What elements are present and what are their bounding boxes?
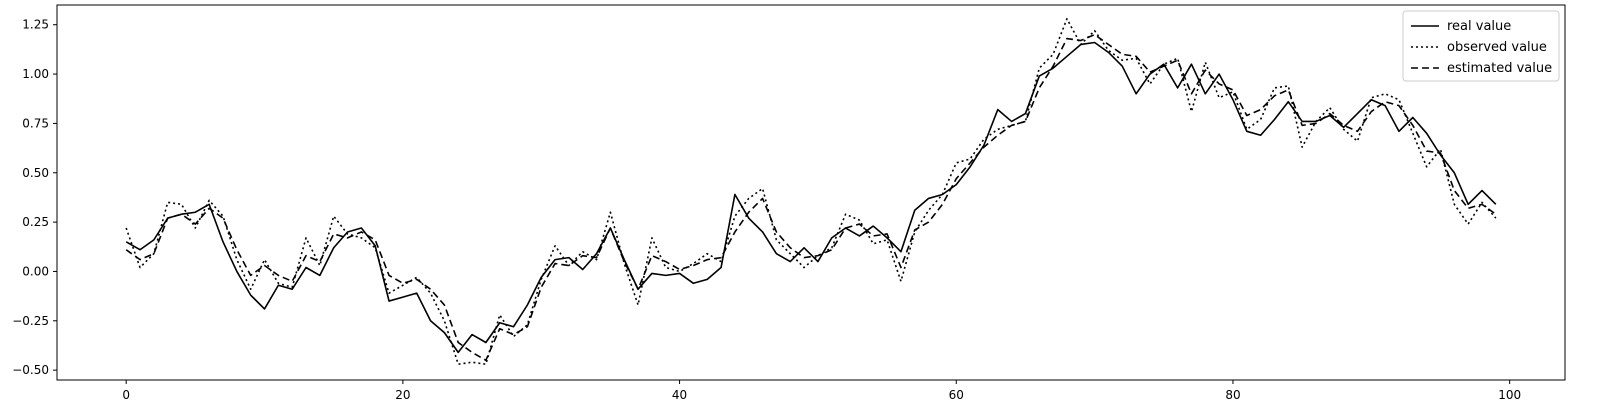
series-line-observed-value <box>125 18 1497 366</box>
series-line-estimated-value <box>125 33 1497 362</box>
x-tick-label: 80 <box>1225 388 1240 402</box>
y-tick-label: 1.00 <box>22 67 49 81</box>
y-tick-label: 0.75 <box>22 116 49 130</box>
series-line-real-value <box>125 41 1497 354</box>
y-tick-label: 0.00 <box>22 264 49 278</box>
series-layer <box>125 18 1497 366</box>
x-axis: 0 20 40 60 80 100 <box>122 380 1521 402</box>
plot-area <box>56 4 1566 381</box>
x-tick-label: 100 <box>1498 388 1521 402</box>
y-tick-label: 0.25 <box>22 215 49 229</box>
plot-frame <box>56 4 1566 381</box>
legend-entry: real value <box>1447 19 1511 34</box>
legend-box <box>1402 10 1560 82</box>
y-tick-label: 1.25 <box>22 18 49 32</box>
y-tick-label: −0.25 <box>12 314 49 328</box>
x-tick-label: 20 <box>395 388 410 402</box>
x-tick-label: 40 <box>672 388 687 402</box>
y-tick-label: −0.50 <box>12 363 49 377</box>
legend: real value observed value estimated value <box>1402 10 1560 82</box>
x-tick-label: 0 <box>122 388 130 402</box>
y-axis: −0.50 −0.25 0.00 0.25 0.50 0.75 1.00 1.25 <box>12 18 57 377</box>
x-tick-label: 60 <box>949 388 964 402</box>
legend-entry: estimated value <box>1447 61 1552 76</box>
legend-entry: observed value <box>1447 40 1547 55</box>
y-tick-label: 0.50 <box>22 166 49 180</box>
